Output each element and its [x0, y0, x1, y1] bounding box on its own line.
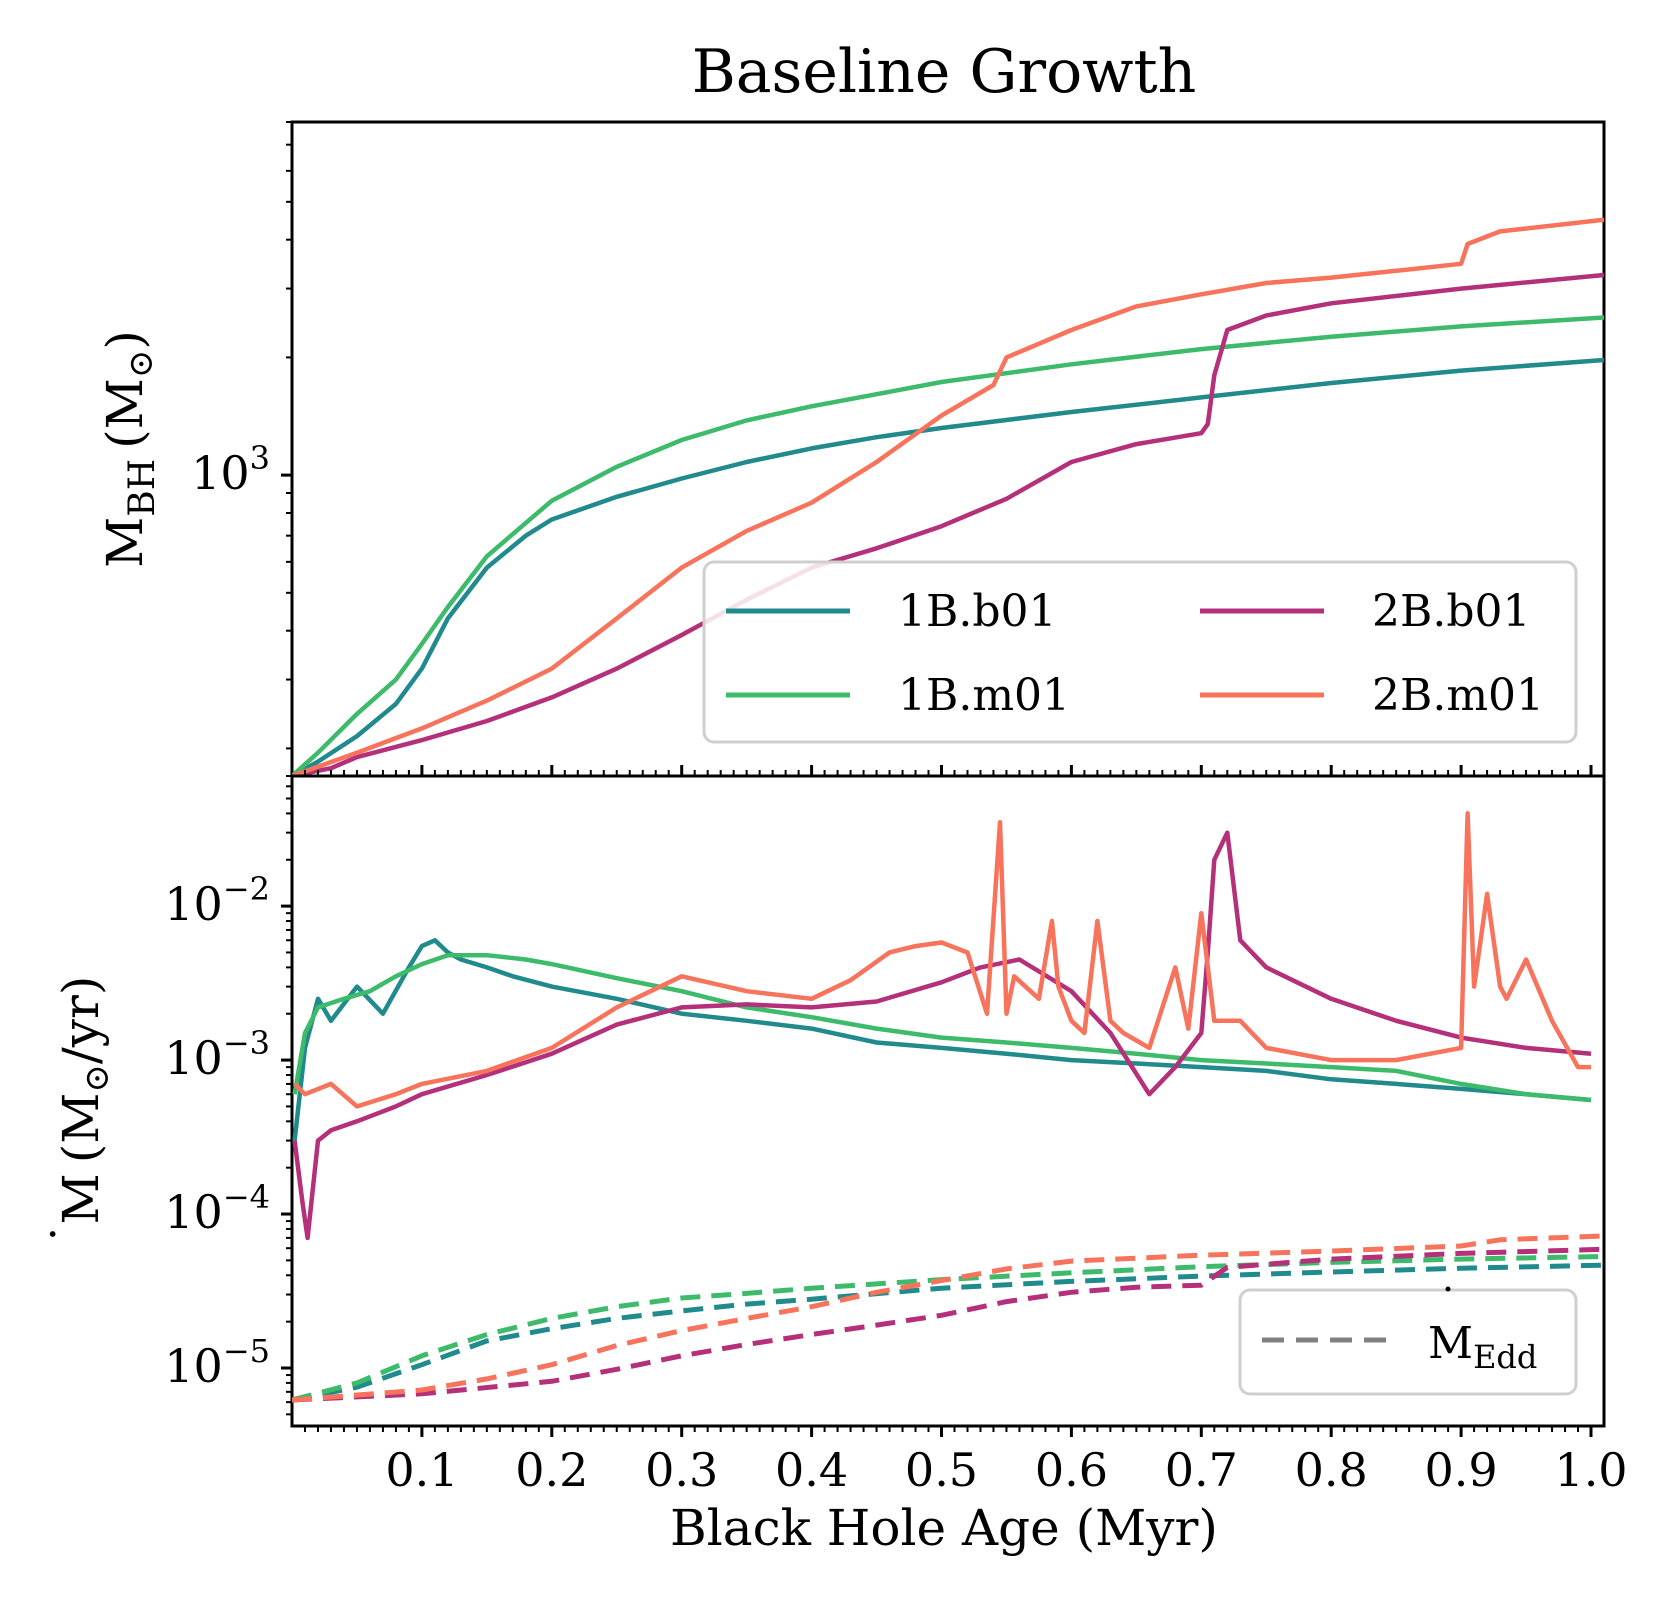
bottom-ylabel-unit-sun: ⊙ [77, 1064, 117, 1093]
x-tick-label: 0.4 [775, 1443, 848, 1497]
bottom-line-2b-m01 [293, 811, 1591, 1109]
bottom-y-tick-label: 10−2 [164, 870, 270, 931]
top-ylabel-unit-sun: ⊙ [121, 350, 161, 379]
bottom-ylabel-unit-close: /yr) [52, 976, 110, 1065]
x-tick-label: 0.1 [385, 1443, 458, 1497]
top-line-2b-b01 [292, 272, 1604, 776]
x-tick-label: 0.8 [1295, 1443, 1368, 1497]
legend-label-2b-m01: 2B.m01 [1372, 670, 1544, 721]
bottom-line-2b-m01-edd [292, 1233, 1604, 1403]
legend-edd-main: M [1428, 1318, 1473, 1369]
bottom-ylabel-dot: ˙ [42, 1222, 100, 1247]
x-tick-label: 0.2 [515, 1443, 588, 1497]
top-legend: 1B.b01 1B.m01 2B.b01 2B.m01 [702, 560, 1578, 744]
top-ylabel-main: M [96, 517, 154, 568]
bottom-y-tick-label: 10−3 [164, 1024, 270, 1085]
top-line-1b-m01 [292, 315, 1604, 776]
bottom-axis-ticks: 0.1 0.2 0.3 0.4 0.5 0.6 0.7 0.8 0.9 1.0 10−2 10−3 10… [164, 775, 1628, 1497]
chart-title: Baseline Growth [692, 37, 1197, 107]
x-axis-label: Black Hole Age (Myr) [670, 1499, 1218, 1557]
legend-edd-sub: Edd [1473, 1338, 1537, 1376]
bottom-legend-box [1238, 1288, 1578, 1396]
top-y-tick-label: 103 [191, 439, 270, 500]
bottom-ylabel-unit-open: (M [52, 1093, 110, 1164]
top-ylabel-unit-close: ) [96, 330, 154, 350]
x-tick-label: 0.7 [1165, 1443, 1238, 1497]
top-ylabel-sub: BH [122, 459, 163, 517]
bottom-panel-frame [290, 774, 1606, 1428]
top-panel: 103 MBH (M⊙) 1B.b01 1B.m01 2B.b01 2B.m01 [96, 120, 1606, 778]
x-tick-label: 0.9 [1425, 1443, 1498, 1497]
legend-label-edd: MEdd [1428, 1318, 1537, 1376]
legend-label-2b-b01: 2B.b01 [1372, 586, 1530, 637]
legend-label-1b-m01: 1B.m01 [898, 670, 1070, 721]
bottom-y-axis-label: M (M⊙/yr) [52, 976, 117, 1225]
bottom-line-1b-b01 [292, 938, 1592, 1141]
top-y-axis-label: MBH (M⊙) [96, 330, 163, 568]
top-legend-box [702, 560, 1578, 744]
bottom-line-1b-b01-edd [292, 1262, 1604, 1403]
bottom-line-1b-m01 [292, 952, 1592, 1103]
bottom-ylabel-main: M [52, 1173, 110, 1224]
top-line-1b-b01 [292, 357, 1604, 776]
top-line-2b-m01 [292, 217, 1604, 776]
top-series-group [292, 217, 1604, 776]
legend-label-1b-b01: 1B.b01 [898, 586, 1056, 637]
bottom-panel: 0.1 0.2 0.3 0.4 0.5 0.6 0.7 0.8 0.9 1.0 10−2 10−3 10… [42, 774, 1628, 1497]
x-tick-label: 0.6 [1035, 1443, 1108, 1497]
bottom-y-tick-label: 10−5 [164, 1332, 270, 1393]
bottom-line-2b-b01-edd [292, 1246, 1604, 1403]
x-tick-label: 0.5 [905, 1443, 978, 1497]
x-tick-label: 0.3 [645, 1443, 718, 1497]
bottom-series-group [292, 811, 1604, 1403]
bottom-line-2b-b01 [292, 830, 1592, 1241]
legend-edd-dot: ˙ [1437, 1280, 1459, 1331]
x-tick-label: 1.0 [1554, 1443, 1627, 1497]
bottom-y-tick-label: 10−4 [164, 1178, 270, 1239]
top-ylabel-unit-open: (M [96, 378, 154, 449]
bottom-legend: MEdd ˙ [1238, 1280, 1578, 1396]
